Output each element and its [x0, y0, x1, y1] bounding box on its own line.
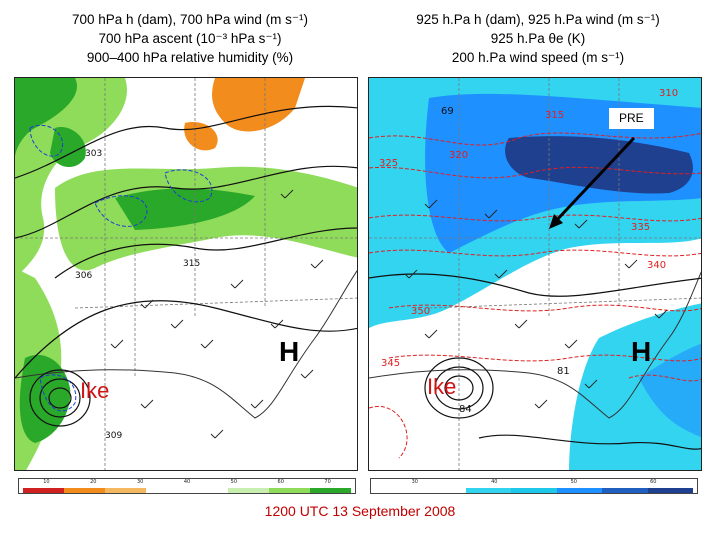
right-contour-315: 315: [545, 110, 564, 121]
right-ike-label: Ike: [427, 374, 457, 399]
right-contour-340: 340: [647, 260, 666, 271]
left-cbar-tick: 30: [136, 479, 144, 485]
right-colorbar-strip: [375, 488, 693, 493]
pre-annotation-label: PRE: [609, 108, 654, 129]
right-contour-84: 84: [459, 404, 472, 415]
right-contour-320: 320: [449, 150, 468, 161]
right-contour-335: 335: [631, 222, 650, 233]
left-map-panel: 303 306 309 315 H Ike: [14, 77, 358, 471]
left-cbar-tick: 40: [183, 479, 191, 485]
right-title-line-2: 925 h.Pa θe (K): [490, 31, 586, 46]
left-title-line-1: 700 hPa h (dam), 700 hPa wind (m s⁻¹): [72, 12, 308, 27]
left-cbar-tick: 10: [43, 479, 50, 485]
right-panel-title: 925 h.Pa h (dam), 925 h.Pa wind (m s⁻¹) …: [378, 10, 698, 67]
left-contour-306: 306: [75, 271, 92, 281]
left-map-graphic: 303 306 309 315: [15, 78, 357, 470]
left-colorbar: 10 20 30 40 50 60 70: [18, 478, 356, 494]
right-cbar-tick: 60: [650, 479, 657, 485]
left-cbar-tick: 70: [324, 479, 331, 485]
right-title-line-1: 925 h.Pa h (dam), 925 h.Pa wind (m s⁻¹): [416, 12, 660, 27]
right-cbar-tick: 30: [411, 479, 418, 485]
right-title-line-3: 200 h.Pa wind speed (m s⁻¹): [451, 50, 625, 65]
left-cbar-tick: 60: [277, 479, 284, 485]
right-colorbar: 30 40 50 60: [370, 478, 698, 494]
right-colorbar-ticks: 30 40 50 60: [375, 479, 693, 487]
left-cbar-tick: 20: [90, 479, 97, 485]
right-cbar-tick: 40: [491, 479, 498, 485]
right-contour-325: 325: [379, 158, 398, 169]
right-contour-69: 69: [441, 106, 454, 117]
left-colorbar-strip: [23, 488, 351, 493]
left-high-pressure-label: H: [279, 336, 300, 367]
left-ike-label: Ike: [80, 378, 110, 403]
left-title-line-3: 900–400 hPa relative humidity (%): [86, 50, 294, 65]
right-contour-345: 345: [381, 358, 400, 369]
right-contour-310: 310: [659, 88, 678, 99]
right-contour-350: 350: [411, 306, 430, 317]
right-map-graphic: 310 315 320 325 335 340 345 350 69 81 84: [369, 78, 701, 470]
valid-time-label: 1200 UTC 13 September 2008: [264, 503, 456, 519]
right-contour-81: 81: [557, 366, 570, 377]
right-cbar-tick: 50: [570, 479, 577, 485]
right-map-panel: 310 315 320 325 335 340 345 350 69 81 84…: [368, 77, 702, 471]
left-panel-title: 700 hPa h (dam), 700 hPa wind (m s⁻¹) 70…: [20, 10, 360, 67]
left-cbar-tick: 50: [230, 479, 238, 485]
left-contour-309: 309: [105, 431, 122, 441]
right-high-pressure-label: H: [631, 336, 652, 367]
left-contour-303: 303: [85, 149, 102, 159]
left-contour-315: 315: [183, 259, 200, 269]
left-colorbar-ticks: 10 20 30 40 50 60 70: [23, 479, 351, 487]
left-title-line-2: 700 hPa ascent (10⁻³ hPa s⁻¹): [98, 31, 282, 46]
